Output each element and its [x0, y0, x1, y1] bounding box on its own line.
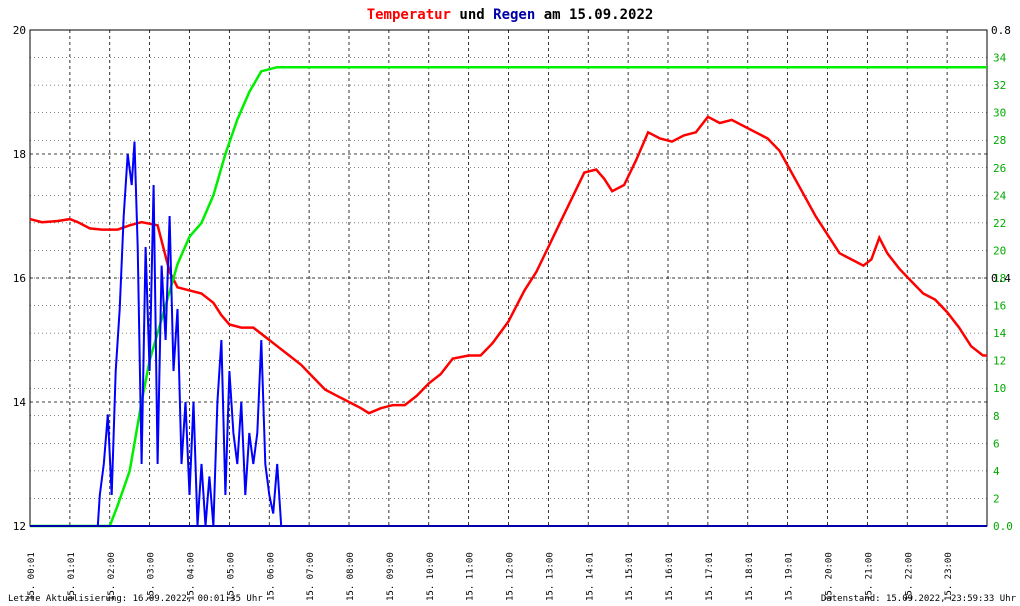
y-right-tick-label: 20: [993, 244, 1006, 257]
x-tick-label: 15. 04:00: [187, 552, 197, 601]
y-right-tick-label: 16: [993, 300, 1006, 313]
x-tick-label: 15. 21:00: [864, 552, 874, 601]
y-right-tick-label: 4: [993, 465, 1000, 478]
y-right-tick-label: 22: [993, 217, 1006, 230]
y-right-tick-label: 30: [993, 107, 1006, 120]
y-left-tick-label: 14: [13, 396, 27, 409]
x-tick-label: 15. 00:01: [27, 552, 37, 601]
y-left-tick-label: 20: [13, 24, 26, 37]
x-tick-label: 15. 23:00: [944, 552, 954, 601]
series-layer: [29, 65, 987, 528]
x-tick-label: 15. 03:00: [147, 552, 157, 601]
title-date: am 15.09.2022: [535, 7, 653, 23]
y-right-tick-label: 18: [993, 272, 1006, 285]
x-tick-label: 15. 15:01: [625, 552, 635, 601]
x-tick-label: 15. 01:01: [67, 552, 77, 601]
axes: 15. 00:01 15. 01:01 15. 02:00 15. 03:00 15. …: [13, 24, 1013, 601]
y-right-tick-label: 26: [993, 162, 1006, 175]
y-right-tick-label: 6: [993, 437, 1000, 450]
series-line-rain: [30, 141, 987, 527]
x-tick-label: 15. 13:00: [545, 552, 555, 601]
y-right-tick-label: 0.0: [993, 520, 1013, 533]
y-right-tick-label: 8: [993, 410, 1000, 423]
x-tick-label: 15. 07:00: [306, 552, 316, 601]
footer-last-update: Letzte Aktualisierung: 16.09.2022, 00:01…: [8, 594, 263, 604]
series-line-rain-sum: [30, 65, 987, 528]
x-tick-label: 15. 09:00: [386, 552, 396, 601]
x-tick-label: 15. 10:00: [426, 552, 436, 601]
x-tick-label: 15. 22:00: [904, 552, 914, 601]
y-right-tick-label: 24: [993, 189, 1007, 202]
y-right-tick-label: 10: [993, 382, 1006, 395]
y-right-tick-label: 2: [993, 492, 1000, 505]
y-rate-tick-label: 0.4: [991, 272, 1011, 285]
footer-data-state: Datenstand: 15.09.2022, 23:59:33 Uhr: [821, 594, 1017, 604]
x-tick-label: 15. 14:01: [585, 552, 595, 601]
y-left-tick-label: 12: [13, 520, 26, 533]
x-tick-label: 15. 06:00: [266, 552, 276, 601]
x-tick-label: 15. 18:01: [745, 552, 755, 601]
x-tick-label: 15. 19:01: [785, 552, 795, 601]
y-right-tick-label: 12: [993, 355, 1006, 368]
x-tick-label: 15. 02:00: [107, 552, 117, 601]
title-rain: Regen: [493, 7, 535, 23]
y-rate-tick-label: 0.8: [991, 24, 1011, 37]
y-right-tick-label: 32: [993, 79, 1006, 92]
y-right-tick-label: 34: [993, 52, 1007, 65]
chart-title: Temperatur und Regen am 15.09.2022: [367, 7, 654, 23]
series-line-temperature: [29, 115, 987, 415]
x-tick-label: 15. 17:01: [705, 552, 715, 601]
y-left-tick-label: 18: [13, 148, 26, 161]
title-and: und: [451, 7, 493, 23]
x-tick-label: 15. 16:01: [665, 552, 675, 601]
grid-lines: [30, 30, 987, 526]
x-tick-label: 15. 05:00: [226, 552, 236, 601]
x-tick-label: 15. 20:00: [825, 552, 835, 601]
x-tick-label: 15. 08:00: [346, 552, 356, 601]
y-left-tick-label: 16: [13, 272, 26, 285]
x-tick-label: 15. 11:00: [466, 552, 476, 601]
y-right-tick-label: 28: [993, 134, 1006, 147]
y-right-tick-label: 14: [993, 327, 1007, 340]
title-temperature: Temperatur: [367, 7, 451, 23]
x-tick-label: 15. 12:00: [506, 552, 516, 601]
